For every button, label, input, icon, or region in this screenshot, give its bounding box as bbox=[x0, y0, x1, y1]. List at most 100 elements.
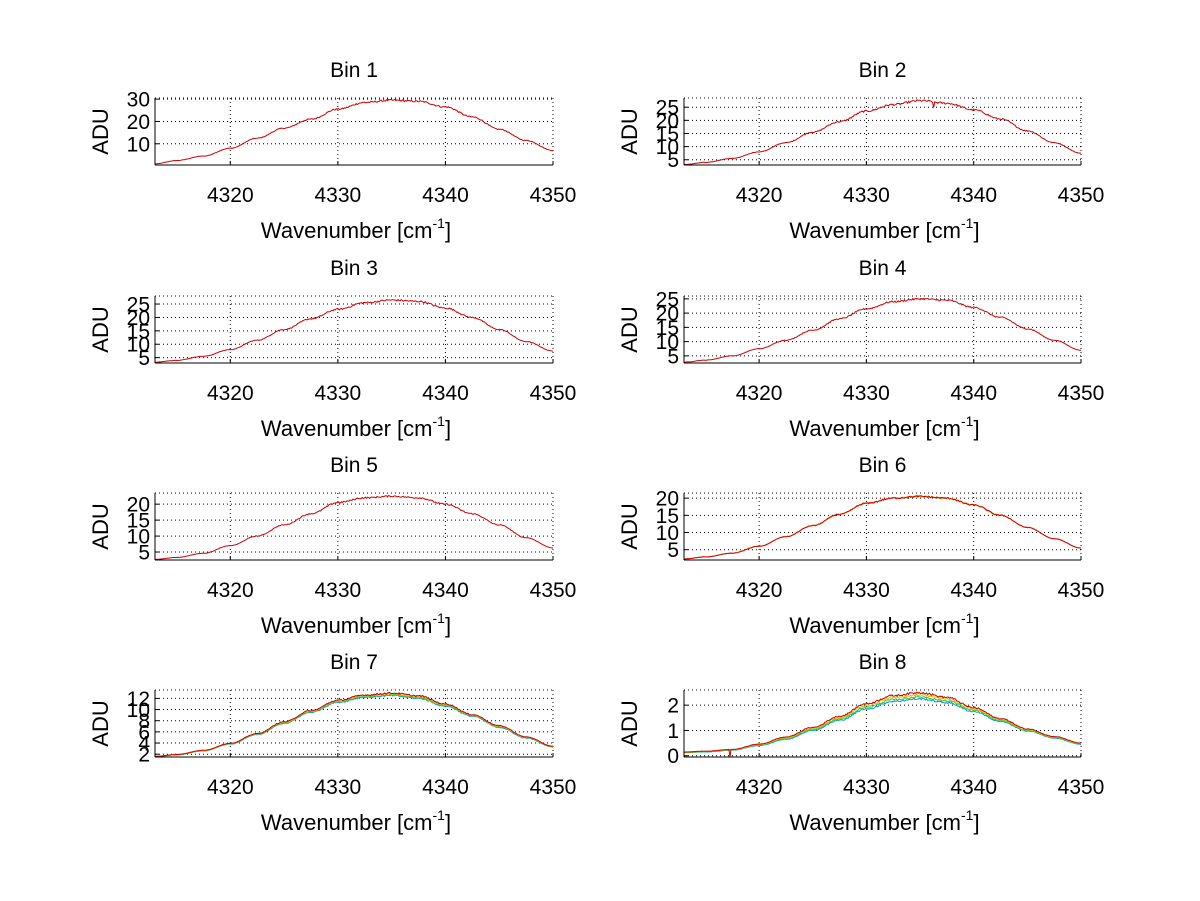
x-axis-label-main: Wavenumber [cm bbox=[261, 416, 433, 441]
x-tick-label: 4330 bbox=[843, 382, 890, 405]
x-tick-label: 4320 bbox=[736, 776, 783, 799]
x-tick-label: 4340 bbox=[422, 579, 469, 602]
x-tick-label: 4350 bbox=[1058, 184, 1105, 207]
x-tick-label: 4320 bbox=[736, 579, 783, 602]
x-axis-label-main: Wavenumber [cm bbox=[789, 218, 961, 243]
x-tick-label: 4340 bbox=[422, 382, 469, 405]
y-tick-label: 5 bbox=[667, 149, 679, 172]
x-axis-label-main: Wavenumber [cm bbox=[789, 613, 961, 638]
y-axis-label: ADU bbox=[88, 108, 113, 154]
y-axis-label: ADU bbox=[617, 306, 642, 352]
series-line-s1 bbox=[684, 99, 1082, 166]
y-tick-label: 15 bbox=[656, 317, 679, 340]
x-tick-label: 4350 bbox=[530, 184, 577, 207]
subplot-title: Bin 3 bbox=[330, 257, 378, 280]
y-tick-label: 20 bbox=[127, 111, 150, 134]
x-axis-label-main: Wavenumber [cm bbox=[789, 810, 961, 835]
y-tick-label: 20 bbox=[656, 488, 679, 511]
x-tick-label: 4330 bbox=[843, 776, 890, 799]
y-tick-label: 20 bbox=[127, 307, 150, 330]
x-axis-label-sup: -1 bbox=[433, 610, 446, 626]
x-tick-label: 4350 bbox=[1058, 776, 1105, 799]
x-axis-label-end: ] bbox=[445, 218, 451, 243]
x-tick-label: 4340 bbox=[950, 776, 997, 799]
y-tick-label: 8 bbox=[138, 710, 150, 733]
y-tick-label: 15 bbox=[656, 123, 679, 146]
y-tick-label: 6 bbox=[138, 721, 150, 744]
x-tick-label: 4330 bbox=[315, 184, 362, 207]
y-tick-label: 2 bbox=[138, 744, 150, 767]
y-tick-label: 20 bbox=[656, 303, 679, 326]
y-axis-label: ADU bbox=[88, 306, 113, 352]
x-tick-label: 4330 bbox=[315, 382, 362, 405]
x-tick-label: 4350 bbox=[530, 382, 577, 405]
y-tick-label: 5 bbox=[667, 539, 679, 562]
y-tick-label: 5 bbox=[667, 345, 679, 368]
x-axis-label-main: Wavenumber [cm bbox=[261, 218, 433, 243]
x-axis-label: Wavenumber [cm-1] bbox=[789, 413, 979, 441]
x-axis-label: Wavenumber [cm-1] bbox=[789, 807, 979, 835]
x-tick-label: 4340 bbox=[422, 776, 469, 799]
series-line-s1 bbox=[154, 98, 553, 165]
y-axis-label: ADU bbox=[88, 700, 113, 746]
series-line-s1 bbox=[154, 298, 554, 363]
x-tick-label: 4340 bbox=[950, 382, 997, 405]
x-tick-label: 4320 bbox=[207, 184, 254, 207]
series-line-s1 bbox=[154, 494, 554, 560]
x-tick-label: 4350 bbox=[1058, 579, 1105, 602]
subplot-bin-8: 4320 4330 4340 4350 012 Bin 8 Wavenumber [cm-1… bbox=[617, 651, 1104, 835]
y-tick-label: 0 bbox=[667, 745, 679, 768]
y-tick-label: 4 bbox=[138, 733, 150, 756]
y-tick-label: 10 bbox=[656, 331, 679, 354]
x-axis-label: Wavenumber [cm-1] bbox=[789, 215, 979, 243]
x-tick-label: 4350 bbox=[1058, 382, 1105, 405]
x-tick-label: 4350 bbox=[530, 579, 577, 602]
x-axis-label-end: ] bbox=[973, 218, 979, 243]
x-axis-label-sup: -1 bbox=[961, 413, 974, 429]
y-tick-label: 10 bbox=[656, 522, 679, 545]
x-axis-label-sup: -1 bbox=[433, 215, 446, 231]
subplot-title: Bin 8 bbox=[859, 651, 907, 674]
y-axis-label: ADU bbox=[617, 700, 642, 746]
x-axis-label-sup: -1 bbox=[433, 807, 446, 823]
series-line-s4 bbox=[154, 691, 554, 758]
x-tick-label: 4330 bbox=[315, 579, 362, 602]
y-tick-label: 25 bbox=[127, 294, 150, 317]
y-tick-label: 25 bbox=[656, 288, 679, 311]
subplot-title: Bin 7 bbox=[330, 651, 378, 674]
x-axis-label: Wavenumber [cm-1] bbox=[261, 413, 451, 441]
subplot-title: Bin 5 bbox=[330, 454, 378, 477]
y-axis-label: ADU bbox=[617, 108, 642, 154]
y-tick-label: 2 bbox=[667, 695, 679, 718]
x-tick-label: 4340 bbox=[422, 184, 469, 207]
x-axis-label-end: ] bbox=[445, 810, 451, 835]
x-axis-label-sup: -1 bbox=[433, 413, 446, 429]
x-axis-label-end: ] bbox=[973, 416, 979, 441]
x-axis-label-sup: -1 bbox=[961, 610, 974, 626]
x-tick-label: 4330 bbox=[315, 776, 362, 799]
y-tick-label: 25 bbox=[656, 97, 679, 120]
x-tick-label: 4340 bbox=[950, 184, 997, 207]
subplot-title: Bin 4 bbox=[859, 257, 907, 280]
series-line-s4 bbox=[684, 691, 1081, 758]
y-tick-label: 15 bbox=[127, 320, 150, 343]
y-tick-label: 20 bbox=[656, 110, 679, 133]
y-axis-label: ADU bbox=[88, 503, 113, 549]
x-tick-label: 4330 bbox=[843, 579, 890, 602]
y-tick-label: 10 bbox=[127, 133, 150, 156]
y-tick-label: 12 bbox=[127, 688, 150, 711]
y-tick-label: 15 bbox=[656, 505, 679, 528]
y-tick-label: 10 bbox=[127, 526, 150, 549]
x-axis-label-sup: -1 bbox=[961, 215, 974, 231]
series-line-s1 bbox=[683, 495, 1082, 560]
y-tick-label: 10 bbox=[656, 136, 679, 159]
series-line-s1 bbox=[684, 697, 1082, 754]
subplot-title: Bin 2 bbox=[859, 59, 907, 82]
